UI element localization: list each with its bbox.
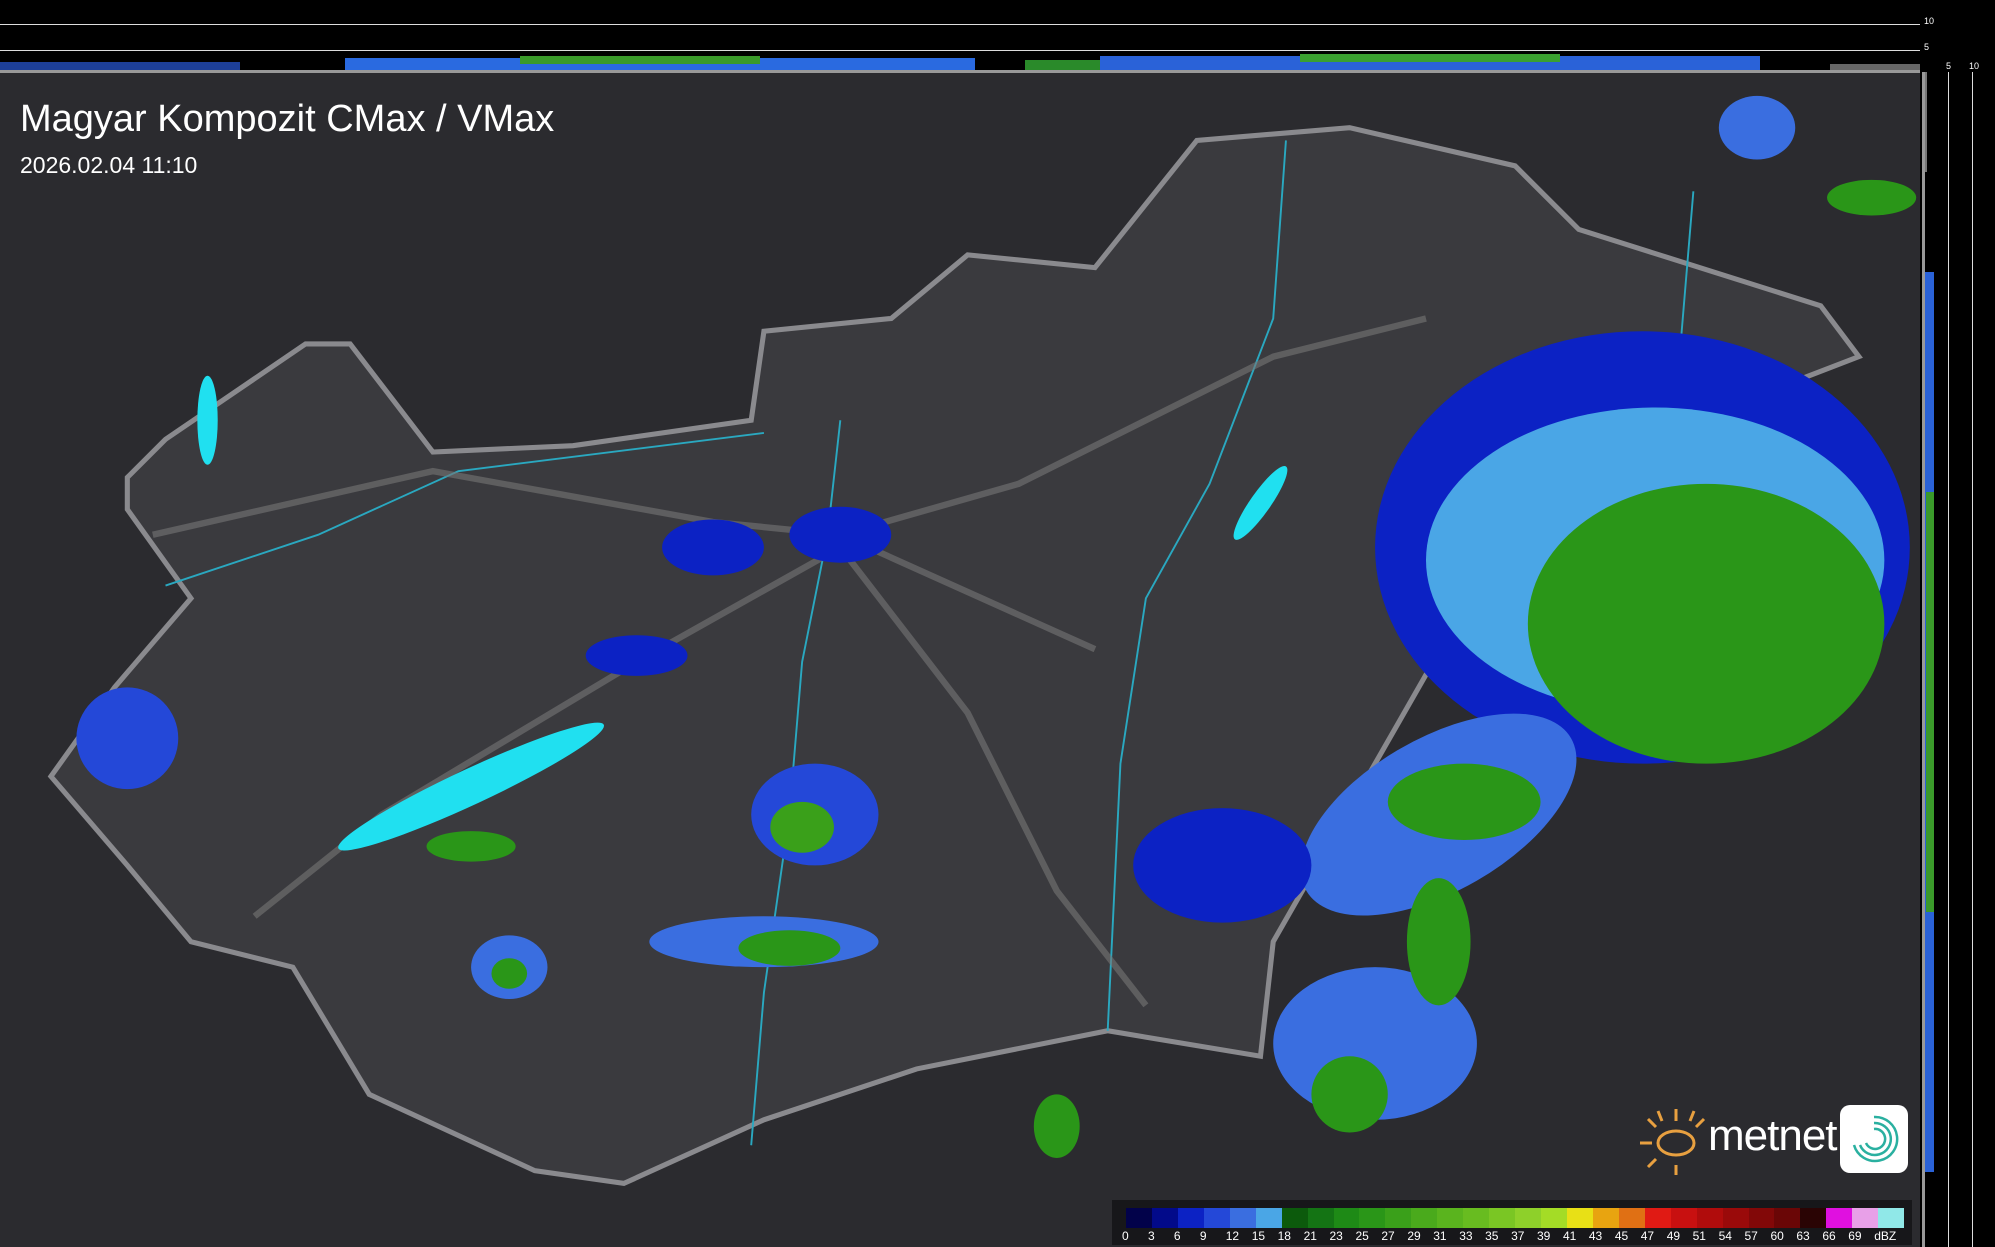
legend-color-cell (1281, 1208, 1308, 1228)
lake-tisza (1233, 465, 1288, 540)
legend-color-cell (1826, 1208, 1853, 1228)
legend-label: 66 (1822, 1229, 1836, 1243)
legend-label: 3 (1147, 1229, 1155, 1243)
legend-color-cell (1592, 1208, 1619, 1228)
radar-echoes (76, 95, 1917, 1158)
panel-divider-vertical (1922, 72, 1925, 1247)
legend-color-cell (1203, 1208, 1230, 1228)
right-axis-label-5: 5 (1946, 61, 1952, 71)
top-cross-section-panel (0, 0, 1920, 73)
legend-label: 27 (1381, 1229, 1395, 1243)
top-axis-label-10: 10 (1924, 16, 1935, 26)
legend-label: 49 (1666, 1229, 1681, 1243)
legend-color-cell (1437, 1208, 1464, 1228)
legend-color-cell (1489, 1208, 1516, 1228)
legend-color-cell (1696, 1208, 1723, 1228)
legend-label: 25 (1355, 1229, 1369, 1243)
legend-color-cell (1800, 1208, 1827, 1228)
map-layer (47, 95, 1917, 1187)
radar-map[interactable]: Magyar Kompozit CMax / VMax 2026.02.04 1… (0, 73, 1920, 1247)
legend-label: 47 (1640, 1229, 1655, 1243)
legend-color-cell (1255, 1208, 1282, 1228)
legend-color-cell (1618, 1208, 1645, 1228)
swirl-icon (1852, 1115, 1899, 1163)
gridline-5 (0, 50, 1920, 51)
right-cross-section-panel (1922, 72, 1995, 1247)
legend-label: 51 (1692, 1229, 1706, 1243)
legend-color-cell (1385, 1208, 1412, 1228)
legend-label: 54 (1718, 1229, 1732, 1243)
legend-color-cell (1151, 1208, 1178, 1228)
legend-label: 57 (1744, 1229, 1758, 1243)
lakes (197, 375, 1288, 851)
dbz-color-legend: 0 3 6 9 12 15 18 21 23 25 27 29 31 33 35 37 39 41 43 45 47 49… (1112, 1200, 1912, 1245)
legend-color-cell (1229, 1208, 1256, 1228)
legend-color-cell (1126, 1208, 1152, 1228)
gridline-10 (0, 24, 1920, 25)
legend-color-cell (1566, 1208, 1593, 1228)
legend-label: 0 (1122, 1229, 1129, 1243)
legend-label: 33 (1459, 1229, 1473, 1243)
gridline-5-vertical (1948, 72, 1949, 1247)
legend-label: 18 (1277, 1229, 1291, 1243)
legend-color-cell (1670, 1208, 1697, 1228)
legend-label: 23 (1329, 1229, 1343, 1243)
legend-labels: 0 3 6 9 12 15 18 21 23 25 27 29 31 33 35 37 39 41 43 45 47 49… (1122, 1229, 1904, 1243)
legend-label: 12 (1225, 1229, 1240, 1243)
legend-color-cell (1878, 1208, 1905, 1228)
panel-divider (0, 70, 1920, 73)
right-axis-label-10: 10 (1969, 61, 1980, 71)
legend-label: 9 (1199, 1229, 1207, 1243)
map-timestamp: 2026.02.04 11:10 (20, 152, 198, 178)
legend-color-cell (1333, 1208, 1360, 1228)
right-profile-echoes (1924, 72, 1934, 1172)
legend-label: 41 (1562, 1229, 1577, 1243)
legend-unit: dBZ (1874, 1229, 1897, 1243)
legend-color-cell (1177, 1208, 1204, 1228)
legend-color-cell (1644, 1208, 1671, 1228)
legend-label: 15 (1251, 1229, 1266, 1243)
legend-color-cell (1774, 1208, 1801, 1228)
legend-color-cell (1515, 1208, 1541, 1228)
top-profile-echoes (0, 54, 1920, 70)
legend-color-cell (1852, 1208, 1879, 1228)
legend-color-scale (1126, 1208, 1905, 1228)
legend-label: 29 (1407, 1229, 1421, 1243)
legend-label: 6 (1173, 1229, 1181, 1243)
legend-color-cell (1748, 1208, 1775, 1228)
legend-color-cell (1307, 1208, 1334, 1228)
legend-color-cell (1722, 1208, 1749, 1228)
legend-color-cell (1359, 1208, 1386, 1228)
legend-label: 43 (1588, 1229, 1603, 1243)
legend-color-cell (1541, 1208, 1567, 1228)
legend-color-cell (1463, 1208, 1490, 1228)
metnet-logo: metnet (1638, 1105, 1908, 1177)
gridline-10-vertical (1972, 72, 1973, 1247)
lake-balaton (338, 722, 605, 851)
legend-label: 35 (1485, 1229, 1499, 1243)
legend-label: 21 (1303, 1229, 1317, 1243)
legend-label: 31 (1433, 1229, 1447, 1243)
legend-label: 63 (1796, 1229, 1810, 1243)
map-title: Magyar Kompozit CMax / VMax (20, 98, 555, 140)
metnet-logo-text: metnet (1708, 1111, 1838, 1160)
corner-axis-box: 10 5 5 10 (1922, 0, 1995, 72)
sun-logo-icon (1640, 1109, 1706, 1175)
legend-label: 69 (1848, 1229, 1862, 1243)
legend-color-cell (1411, 1208, 1438, 1228)
legend-label: 39 (1537, 1229, 1551, 1243)
app-badge (1840, 1105, 1908, 1173)
legend-label: 60 (1770, 1229, 1784, 1243)
top-axis-label-5: 5 (1924, 42, 1930, 52)
legend-label: 45 (1614, 1229, 1629, 1243)
lake-ferto (197, 375, 218, 465)
legend-label: 37 (1511, 1229, 1525, 1243)
